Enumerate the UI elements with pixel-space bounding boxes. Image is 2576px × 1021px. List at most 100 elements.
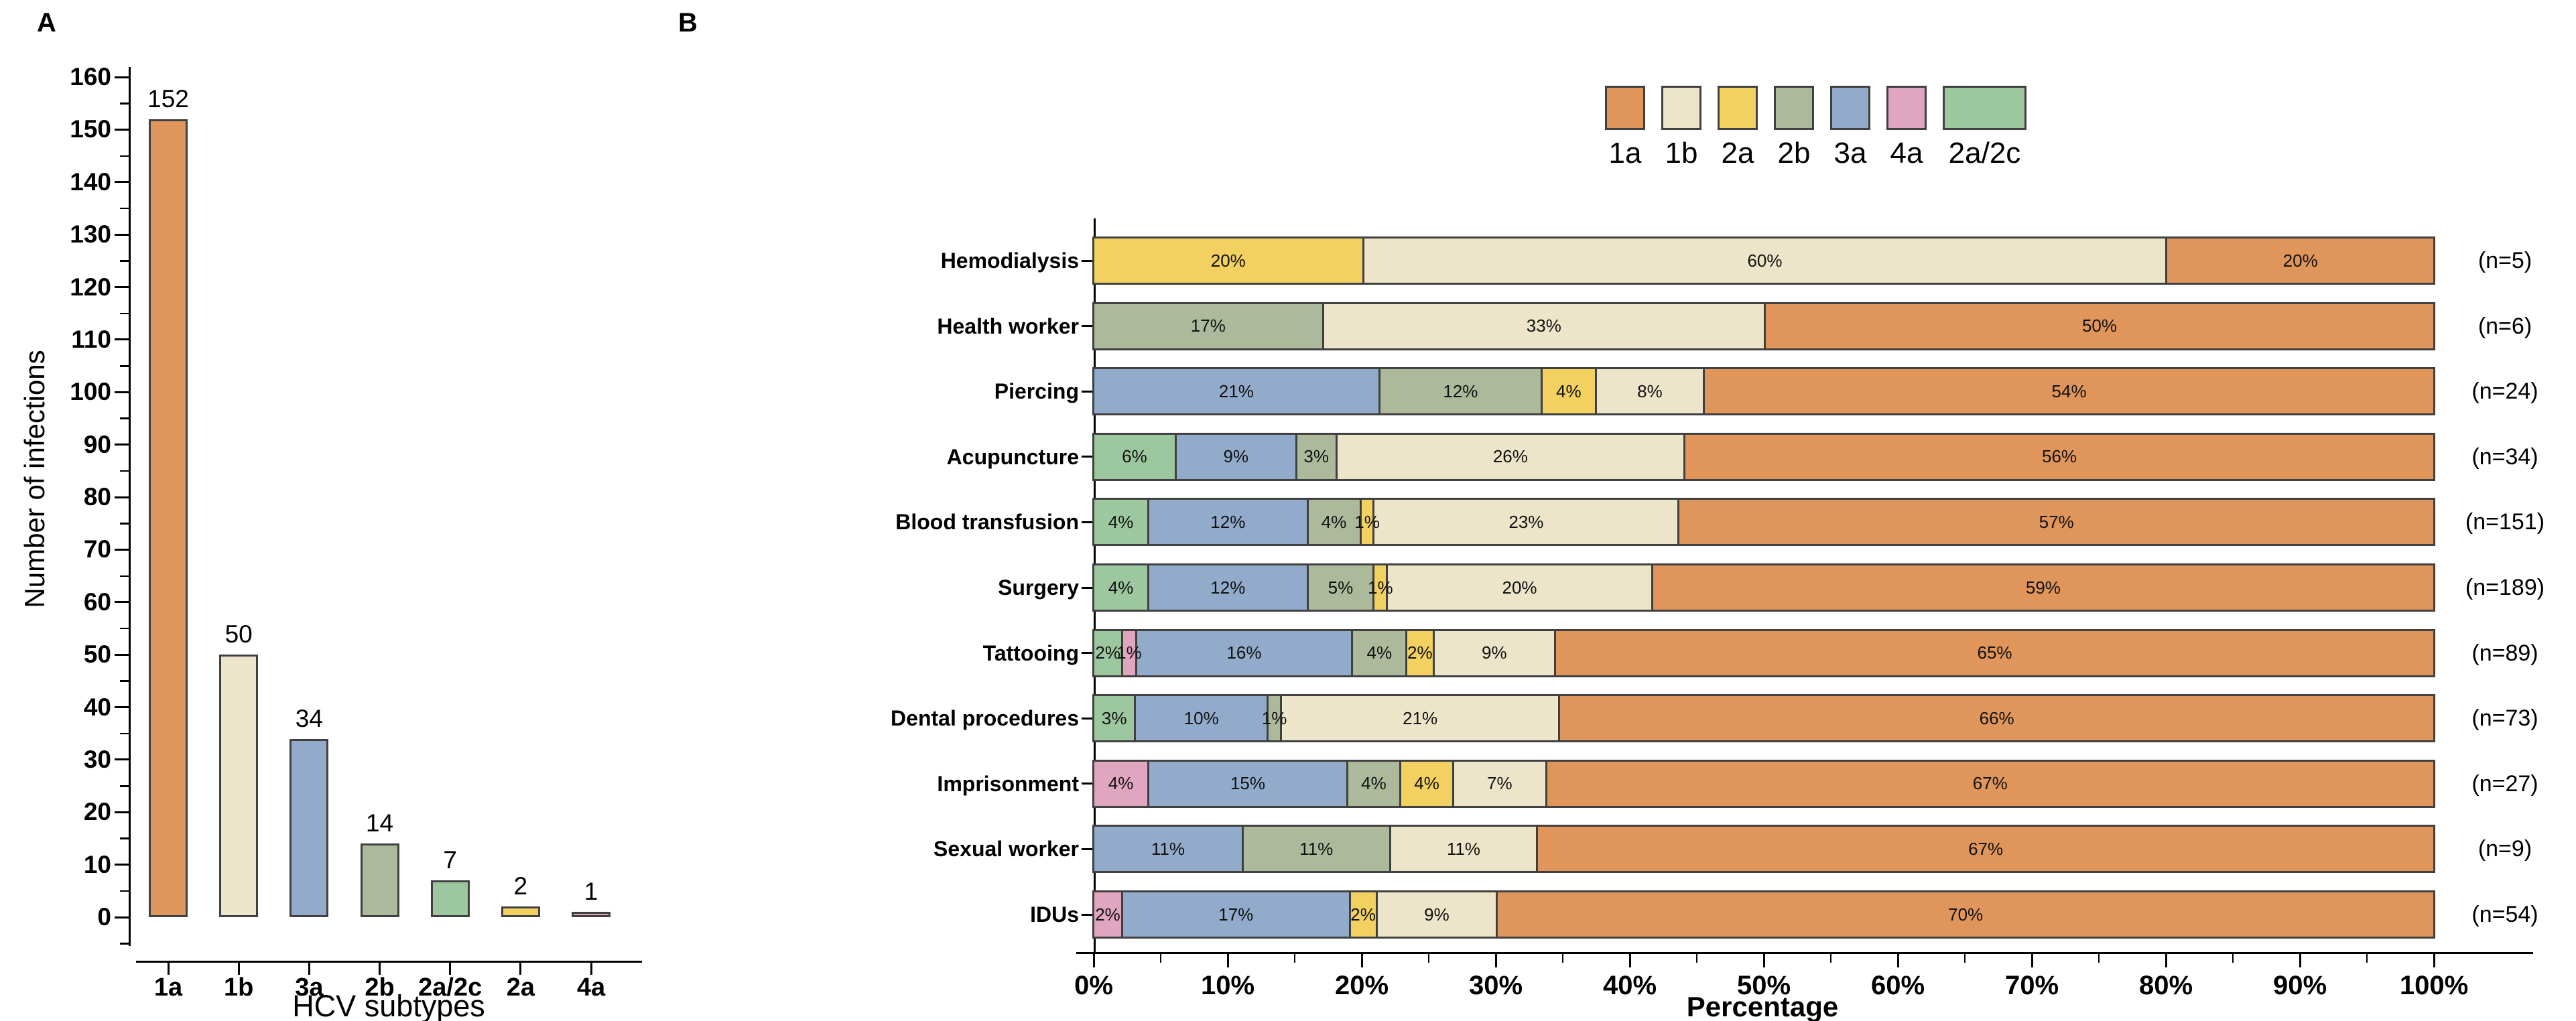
segment-1b: 9% [1432,630,1555,675]
y-tick-label: 160 [70,63,111,90]
y-axis-minor-tick [120,207,131,210]
segment-2a: 4% [1399,761,1453,806]
x-category-label: 1b [223,973,254,1002]
x-axis-title: Percentage [1686,991,1839,1021]
segment-label: 6% [1122,446,1147,467]
y-axis-tick [115,233,131,236]
y-axis-tick [115,338,131,341]
segment-label: 66% [1979,707,2014,728]
panel-b-letter: B [678,8,698,38]
segment-label: 2% [1095,904,1120,925]
y-axis-tick [115,548,131,551]
segment-label: 12% [1210,511,1246,532]
stacked-bar-row: 21% 12% 4% 8% 54% [1092,367,2435,416]
segment-label: 12% [1210,577,1246,598]
y-axis-minor-tick [120,627,131,630]
row-tick [1082,259,1094,262]
segment-label: 16% [1226,642,1262,663]
x-axis-minor-tick [2366,954,2368,963]
n-label: (n=151) [2465,509,2545,535]
y-axis-minor-tick [120,943,131,945]
stacked-bar-row: 6% 9% 3% 26% 56% [1092,432,2435,481]
x-axis-line [136,961,642,963]
row-tick [1082,652,1094,655]
segment-1a: 50% [1763,303,2433,348]
n-label: (n=89) [2471,640,2538,666]
segment-3a: 11% [1094,827,1242,872]
y-axis-minor-tick [120,260,131,262]
row-tick [1082,390,1094,393]
bar-value-label: 50 [224,620,253,649]
stacked-bar-row: 11% 11% 11% 67% [1092,825,2435,874]
legend-label: 1a [1608,137,1642,169]
y-tick-label: 50 [83,640,111,669]
y-axis-line [129,67,131,946]
x-category-label: 2a/2c [418,973,482,1002]
x-tick-label: 60% [1870,971,1925,1000]
x-tick-label: 0% [1074,971,1113,1000]
segment-2a/2c: 3% [1094,696,1135,741]
y-axis-tick [115,181,131,184]
y-axis-minor-tick [120,785,131,787]
row-label: Hemodialysis [940,249,1079,273]
y-axis-minor-tick [120,680,131,682]
x-axis-tick [1092,954,1095,967]
x-category-label: 2a [506,973,535,1002]
segment-1b: 8% [1594,369,1703,414]
stacked-bar-row: 4% 15% 4% 4% 7% 67% [1092,759,2435,808]
x-axis-tick [2031,954,2033,967]
y-axis-tick [115,76,131,78]
segment-label: 57% [2039,511,2074,532]
segment-label: 9% [1482,642,1507,663]
x-axis-tick [379,963,381,975]
segment-3a: 21% [1094,369,1378,414]
segment-label: 2% [1350,904,1376,925]
x-axis-tick [1360,954,1363,967]
segment-1b: 60% [1362,239,2166,283]
row-label: Imprisonment [937,771,1079,796]
segment-2b: 17% [1094,303,1322,348]
segment-label: 3% [1101,707,1127,728]
x-tick-label: 10% [1200,971,1255,1000]
y-axis-tick [115,653,131,656]
x-axis-tick [1896,954,1899,967]
segment-label: 1% [1368,577,1393,598]
x-tick-label: 40% [1602,971,1657,1000]
n-label: (n=9) [2477,836,2532,862]
segment-label: 4% [1321,511,1347,532]
n-label: (n=54) [2471,902,2538,927]
segment-2a: 1% [1368,565,1393,610]
bar-2a [501,906,540,917]
segment-label: 60% [1747,250,1783,271]
x-axis-minor-tick [1830,954,1831,963]
bar-value-label: 152 [147,84,189,113]
segment-label: 4% [1108,577,1134,598]
bar-3a [289,738,329,917]
segment-1b: 23% [1372,500,1678,545]
y-tick-label: 150 [70,115,111,143]
segment-label: 11% [1446,838,1480,859]
stacked-bar-row: 4% 12% 4% 1% 23% 57% [1092,498,2435,547]
segment-label: 8% [1637,381,1663,401]
segment-1b: 26% [1335,434,1684,479]
y-tick-label: 110 [71,325,111,353]
segment-label: 33% [1526,316,1561,336]
segment-1a: 70% [1496,892,2433,937]
x-tick-label: 20% [1334,971,1389,1000]
segment-2a: 4% [1540,369,1595,414]
segment-2b: 4% [1306,500,1360,545]
legend-label: 2a/2c [1948,137,2021,169]
legend-label: 2b [1777,137,1811,169]
segment-2a: 1% [1354,500,1380,545]
segment-1a: 54% [1703,369,2433,414]
segment-1a: 57% [1677,500,2433,545]
segment-2b: 12% [1378,369,1541,414]
x-axis-tick [1628,954,1631,967]
segment-label: 21% [1403,707,1438,728]
n-label: (n=34) [2471,444,2538,470]
segment-label: 4% [1108,773,1134,794]
segment-3a: 12% [1147,565,1307,610]
row-label: Blood transfusion [895,510,1079,535]
segment-label: 1% [1354,511,1380,532]
